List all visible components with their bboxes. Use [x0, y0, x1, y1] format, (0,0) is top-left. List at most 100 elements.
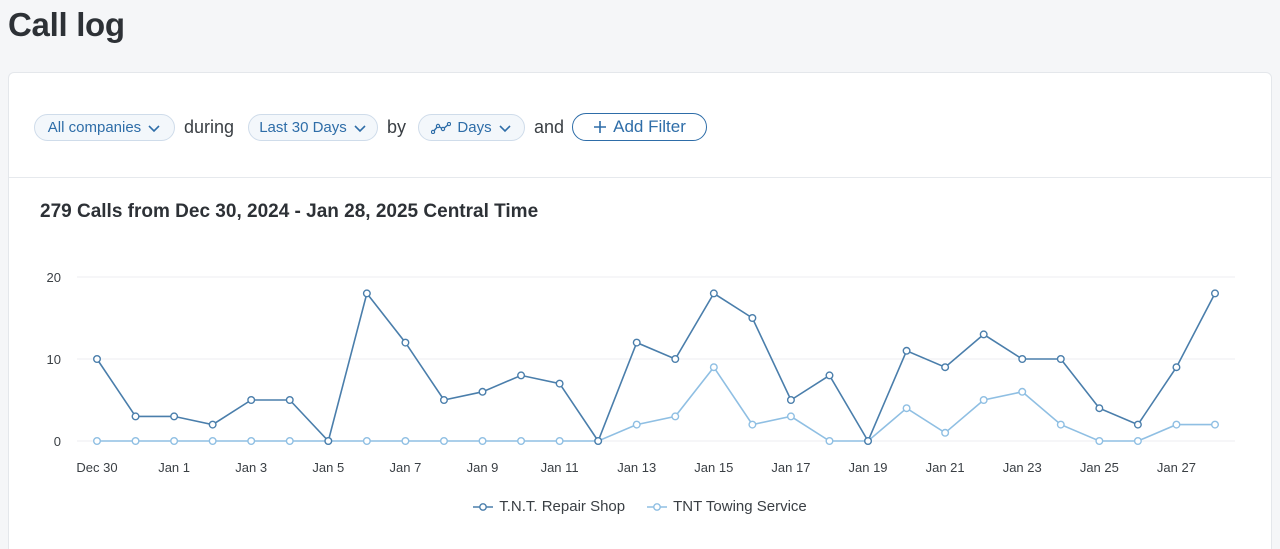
series-line-1 — [96, 291, 1216, 443]
call-log-card: All companies during Last 30 Days by Day… — [8, 72, 1272, 549]
by-text: by — [387, 117, 407, 137]
data-point — [439, 396, 448, 405]
data-point — [478, 437, 487, 446]
data-point — [709, 363, 718, 372]
add-filter-button[interactable]: Add Filter — [572, 113, 707, 141]
data-point — [709, 289, 718, 298]
data-point — [632, 338, 641, 347]
calls-line-chart: 0 10 20 Dec 30 Jan 1 Jan 3 Jan 5 Jan 7 Jan 9 Jan … — [47, 270, 1235, 475]
data-point — [170, 437, 179, 446]
data-point — [208, 420, 217, 429]
interval-label: Days — [457, 119, 492, 136]
data-point — [864, 437, 873, 446]
data-point — [671, 412, 680, 421]
data-point — [748, 313, 757, 322]
data-point — [1172, 363, 1181, 372]
x-tick-label: Jan 23 — [1003, 460, 1042, 475]
data-point — [979, 396, 988, 405]
data-point — [1018, 355, 1027, 364]
and-text: and — [534, 117, 565, 137]
data-point — [825, 371, 834, 380]
x-tick-label: Jan 17 — [771, 460, 810, 475]
filter-bar: All companies during Last 30 Days by Day… — [9, 73, 1271, 178]
data-point — [131, 437, 140, 446]
x-tick-label: Jan 1 — [158, 460, 190, 475]
data-point — [1056, 420, 1065, 429]
data-point — [478, 387, 487, 396]
legend-label: T.N.T. Repair Shop — [499, 498, 626, 515]
chevron-down-icon — [499, 124, 511, 132]
data-point — [1210, 420, 1219, 429]
data-point — [979, 330, 988, 339]
data-point — [517, 371, 526, 380]
series-line-2 — [97, 365, 1215, 442]
data-point — [1056, 355, 1065, 364]
chevron-down-icon — [148, 124, 160, 132]
x-tick-label: Jan 19 — [849, 460, 888, 475]
data-point — [1095, 437, 1104, 446]
data-point — [555, 437, 564, 446]
y-tick-label: 0 — [54, 434, 61, 449]
data-point — [285, 396, 294, 405]
data-point — [1210, 289, 1219, 298]
data-point — [594, 437, 603, 446]
x-tick-label: Jan 27 — [1157, 460, 1196, 475]
legend-line-marker-icon — [473, 502, 494, 511]
interval-dropdown[interactable]: Days — [418, 114, 525, 141]
data-point — [247, 437, 256, 446]
x-tick-label: Jan 13 — [617, 460, 656, 475]
x-tick-label: Jan 11 — [541, 460, 579, 475]
chart-legend: T.N.T. Repair Shop TNT Towing Service — [9, 498, 1271, 515]
page-title: Call log — [8, 6, 125, 43]
legend-item[interactable]: TNT Towing Service — [647, 498, 807, 515]
data-point — [786, 412, 795, 421]
data-point — [902, 346, 911, 355]
data-point — [902, 404, 911, 413]
x-tick-label: Jan 7 — [390, 460, 422, 475]
data-point — [439, 437, 448, 446]
legend-line-marker-icon — [647, 502, 668, 511]
during-text: during — [184, 117, 235, 137]
data-point — [517, 437, 526, 446]
data-point — [1133, 420, 1142, 429]
company-dropdown-label: All companies — [47, 119, 142, 136]
x-tick-label: Dec 30 — [76, 460, 117, 475]
x-tick-label: Jan 9 — [467, 460, 499, 475]
data-point — [941, 363, 950, 372]
data-point — [632, 420, 641, 429]
data-point — [941, 428, 950, 437]
x-tick-label: Jan 15 — [694, 460, 733, 475]
data-point — [208, 437, 217, 446]
data-point — [1018, 387, 1027, 396]
data-point — [324, 437, 333, 446]
line-chart-icon — [431, 121, 452, 134]
date-range-dropdown[interactable]: Last 30 Days — [248, 114, 378, 141]
data-point — [401, 338, 410, 347]
data-point — [131, 412, 140, 421]
data-point — [362, 437, 371, 446]
data-point — [671, 355, 680, 364]
data-point — [401, 437, 410, 446]
data-point — [92, 437, 101, 446]
x-tick-label: Jan 25 — [1080, 460, 1119, 475]
data-point — [825, 437, 834, 446]
data-point — [1095, 404, 1104, 413]
x-tick-label: Jan 3 — [235, 460, 267, 475]
add-filter-label: Add Filter — [613, 117, 686, 136]
date-range-label: Last 30 Days — [259, 119, 347, 136]
data-point — [748, 420, 757, 429]
data-point — [170, 412, 179, 421]
y-tick-label: 10 — [47, 352, 61, 367]
chevron-down-icon — [354, 124, 366, 132]
data-point — [362, 289, 371, 298]
chart-heading: 279 Calls from Dec 30, 2024 - Jan 28, 20… — [40, 201, 539, 222]
data-point — [92, 355, 101, 364]
x-tick-label: Jan 21 — [926, 460, 965, 475]
company-dropdown[interactable]: All companies — [34, 114, 175, 141]
data-point — [247, 396, 256, 405]
data-point — [285, 437, 294, 446]
legend-item[interactable]: T.N.T. Repair Shop — [473, 498, 625, 515]
data-point — [555, 379, 564, 388]
data-point — [786, 396, 795, 405]
legend-label: TNT Towing Service — [673, 498, 807, 515]
